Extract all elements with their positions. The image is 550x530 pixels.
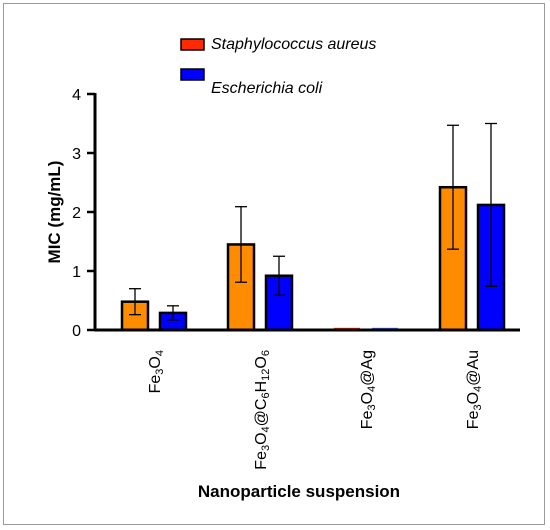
x-tick-label-part: @Au	[465, 350, 482, 386]
x-tick-label-part: Fe	[253, 451, 270, 470]
x-tick-label-part: O	[359, 392, 376, 404]
x-tick-label-part: 4	[366, 386, 378, 392]
y-tick-label: 3	[72, 146, 81, 163]
x-tick-label: Fe3O4@Au	[465, 350, 484, 429]
legend: Staphylococcus aureus Escherichia coli	[180, 36, 376, 97]
x-tick-label-part: 12	[260, 369, 272, 381]
legend-swatch-series-1	[180, 38, 205, 51]
x-tick-label-part: O	[147, 356, 164, 368]
x-tick-label: Fe3O4@C6H12O6	[253, 350, 272, 470]
y-tick-label: 1	[72, 264, 81, 281]
x-tick-label-part: Fe	[147, 375, 164, 394]
x-tick-label-part: @C	[253, 399, 270, 427]
legend-label-series-2: Escherichia coli	[211, 80, 323, 97]
y-tick-label: 0	[72, 323, 81, 340]
y-axis: 0 1 2 3 4	[72, 87, 97, 340]
x-tick-label-part: 4	[472, 386, 484, 392]
y-axis-title: MIC (mg/mL)	[45, 161, 64, 264]
legend-swatch-series-2	[180, 68, 205, 81]
x-tick-label-part: O	[253, 432, 270, 444]
x-tick-label: Fe3O4	[147, 350, 166, 393]
x-tick-label-part: Fe	[359, 410, 376, 429]
x-tick-label-part: Fe	[465, 410, 482, 429]
x-tick-label-part: 3	[154, 369, 166, 375]
x-tick-label-part: 3	[366, 404, 378, 410]
x-tick-label-part: 4	[154, 350, 166, 356]
y-tick-label: 2	[72, 205, 81, 222]
x-tick-label-part: @Ag	[359, 350, 376, 386]
x-axis-title: Nanoparticle suspension	[198, 482, 400, 501]
x-tick-label-part: 4	[260, 426, 272, 432]
error-bars	[129, 122, 497, 321]
legend-label-series-1: Staphylococcus aureus	[211, 36, 376, 53]
x-tick-label-part: 3	[472, 404, 484, 410]
x-tick-label-part: H	[253, 381, 270, 393]
bars	[120, 185, 506, 332]
x-tick-label-part: O	[465, 392, 482, 404]
y-tick-label: 4	[72, 87, 81, 104]
x-tick-label: Fe3O4@Ag	[359, 350, 378, 429]
x-tick-label-part: 3	[260, 445, 272, 451]
x-tick-label-part: 6	[260, 350, 272, 356]
x-tick-label-part: O	[253, 356, 270, 368]
x-tick-label-part: 6	[260, 392, 272, 398]
